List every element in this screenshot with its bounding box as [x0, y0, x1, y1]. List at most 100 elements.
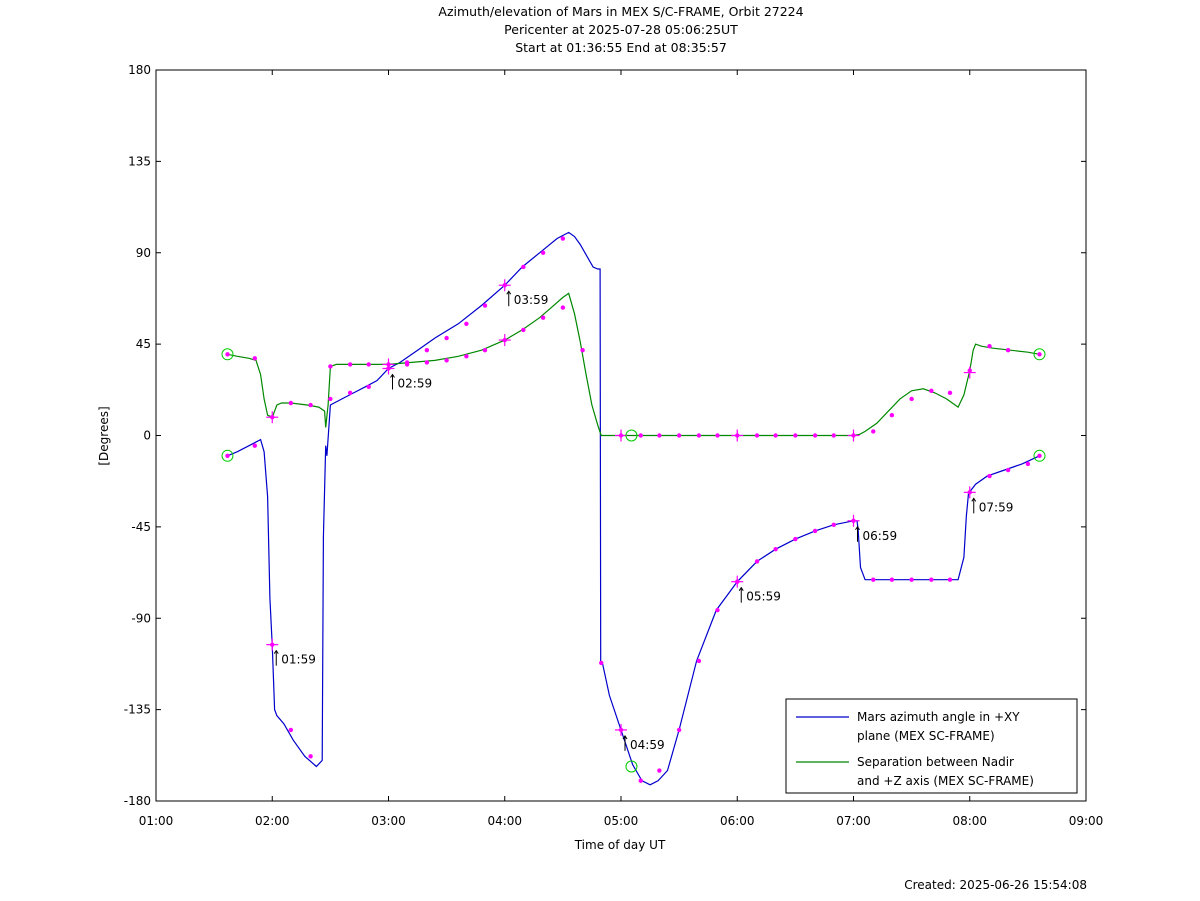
y-tick-label-0: 0: [143, 429, 151, 443]
legend-box: [785, 698, 1078, 794]
separation-marker: [793, 433, 798, 438]
x-tick-label-01-00: 01:00: [139, 814, 174, 828]
separation-marker: [773, 433, 778, 438]
azimuth-marker: [831, 522, 836, 528]
y-tick-label-135: 135: [128, 154, 151, 168]
separation-marker: [831, 433, 836, 438]
azimuth-marker: [793, 536, 798, 542]
svg-text:04:59: 04:59: [630, 738, 665, 752]
separation-marker: [696, 433, 702, 438]
time-label-04-59: 04:59: [622, 735, 665, 752]
separation-marker: [1037, 352, 1042, 357]
hour-cross-marker: [731, 429, 744, 442]
svg-text:07:59: 07:59: [979, 500, 1014, 514]
azimuth-marker: [696, 658, 702, 664]
hour-cross-marker: [498, 334, 511, 347]
separation-marker: [328, 364, 333, 369]
series-lines: [227, 231, 1040, 786]
chart-title: Azimuth/elevation of Mars in MEX S/C-FRA…: [438, 4, 803, 55]
hour-cross-marker: [963, 486, 976, 499]
azimuth-marker: [947, 577, 953, 582]
azimuth-marker: [288, 727, 294, 733]
legend-entry-2-line-2: and +Z axis (MEX SC-FRAME): [857, 774, 1034, 788]
y-tick-label-180: -180: [124, 794, 151, 808]
legend-entry-2-line-1: Separation between Nadir: [857, 755, 1014, 769]
separation-marker: [424, 360, 430, 365]
separation-marker: [947, 390, 953, 396]
time-label-07-59: 07:59: [971, 497, 1014, 514]
azimuth-marker: [812, 528, 818, 534]
y-tick-label-135: -135: [124, 703, 151, 717]
separation-marker: [404, 362, 410, 367]
azimuth-marker: [715, 607, 720, 613]
x-tick-label-09-00: 09:00: [1069, 814, 1104, 828]
azimuth-marker: [1025, 461, 1031, 467]
azimuth-marker: [328, 396, 333, 402]
title-line-1: Azimuth/elevation of Mars in MEX S/C-FRA…: [438, 4, 803, 19]
azimuth-marker: [424, 348, 430, 353]
time-label-01-59: 01:59: [273, 649, 316, 667]
azimuth-marker: [225, 453, 230, 459]
legend-entry-1-line-2: plane (MEX SC-FRAME): [857, 729, 995, 743]
x-tick-label-07-00: 07:00: [836, 814, 871, 828]
title-line-3: Start at 01:36:55 End at 08:35:57: [515, 40, 727, 55]
x-tick-label-04-00: 04:00: [487, 814, 522, 828]
endpoint-circle: [625, 429, 638, 442]
separation-marker: [540, 315, 546, 320]
azimuth-series-line: [227, 231, 1040, 786]
y-tick-label-90: 90: [136, 246, 151, 260]
time-label-05-59: 05:59: [738, 586, 781, 604]
separation-marker: [929, 388, 934, 394]
separation-marker: [638, 433, 643, 438]
legend: Mars azimuth angle in +XY plane (MEX SC-F…: [785, 698, 1078, 794]
azimuth-marker: [308, 754, 313, 759]
azimuth-marker: [987, 473, 992, 479]
hour-cross-marker: [615, 429, 627, 442]
azimuth-marker: [657, 768, 662, 773]
svg-text:03:59: 03:59: [514, 293, 549, 307]
separation-marker: [1005, 348, 1011, 353]
y-tick-label-45: -45: [131, 520, 151, 534]
hour-cross-marker: [498, 279, 511, 292]
azimuth-marker: [560, 236, 566, 241]
x-axis-label: Time of day UT: [574, 838, 666, 852]
separation-marker: [464, 354, 469, 359]
separation-marker: [715, 433, 720, 438]
x-tick-label-02-00: 02:00: [255, 814, 290, 828]
svg-text:02:59: 02:59: [398, 376, 433, 390]
time-label-06-59: 06:59: [855, 525, 897, 543]
separation-marker: [987, 343, 992, 349]
separation-marker: [252, 356, 258, 361]
hour-cross-marker: [963, 366, 976, 379]
y-tick-label-90: -90: [131, 611, 151, 625]
hour-cross-marker: [847, 429, 860, 442]
x-tick-label-08-00: 08:00: [952, 814, 987, 828]
azimuth-marker: [909, 577, 914, 582]
separation-marker: [347, 362, 353, 367]
y-tick-label-45: 45: [136, 337, 151, 351]
separation-marker: [560, 305, 566, 310]
separation-marker: [889, 412, 895, 418]
hour-cross-marker: [731, 575, 744, 588]
separation-marker: [366, 362, 371, 367]
azimuth-marker: [1005, 467, 1011, 473]
azimuth-marker: [366, 384, 371, 389]
endpoint-circle: [221, 449, 234, 462]
hour-cross-marker: [382, 358, 395, 371]
hour-cross-marker: [266, 411, 279, 424]
azimuth-marker: [638, 778, 643, 783]
svg-text:01:59: 01:59: [281, 653, 316, 667]
y-axis-label: [Degrees]: [97, 406, 111, 465]
time-label-02-59: 02:59: [390, 373, 433, 390]
separation-marker: [288, 400, 294, 406]
time-labels: 01:59 02:59 03:59 04:59 05:59 06:59 07:59: [273, 290, 1014, 752]
endpoint-circle: [221, 348, 234, 361]
azimuth-marker: [754, 559, 760, 564]
created-timestamp: Created: 2025-06-26 15:54:08: [904, 878, 1087, 892]
separation-marker: [225, 352, 230, 357]
svg-text:05:59: 05:59: [746, 590, 781, 604]
azimuth-marker: [347, 390, 353, 396]
hour-cross-marker: [615, 723, 627, 736]
azimuth-marker: [929, 577, 934, 582]
